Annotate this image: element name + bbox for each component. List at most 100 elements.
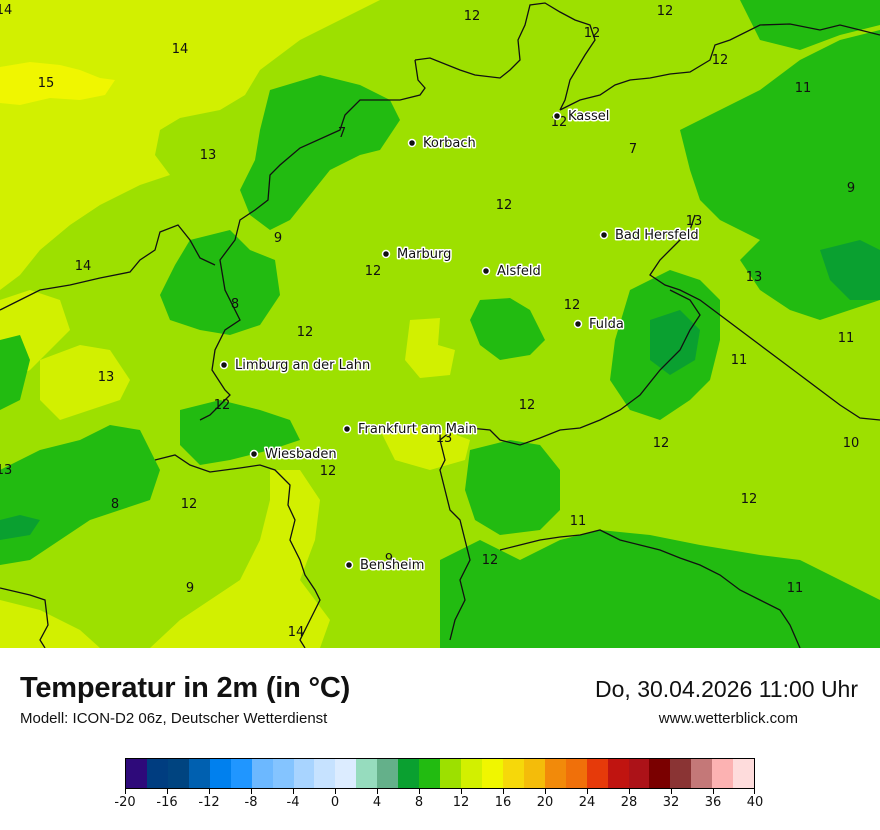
city-label: Korbach — [423, 136, 476, 151]
contour-label: 12 — [181, 497, 198, 512]
contour-label: 12 — [519, 398, 536, 413]
region-15 — [0, 62, 115, 105]
tick-mark — [293, 789, 294, 794]
border-kassel-east — [559, 23, 880, 111]
website-url[interactable]: www.wetterblick.com — [658, 710, 798, 727]
tick-mark — [125, 789, 126, 794]
contour-label: 12 — [712, 53, 729, 68]
colorbar-bin — [167, 759, 189, 788]
tick-mark — [545, 789, 546, 794]
city-marker[interactable]: Marburg — [381, 246, 453, 264]
colorbar-bin — [691, 759, 713, 788]
city-marker[interactable]: Kassel — [552, 108, 611, 126]
region-14-south — [150, 470, 330, 648]
city-marker[interactable]: Bensheim — [344, 557, 426, 575]
region-14-northwest — [0, 0, 380, 290]
city-marker[interactable]: Bad Hersfeld — [599, 227, 700, 245]
map-footer: Temperatur in 2m (in °C) Modell: ICON-D2… — [0, 648, 880, 830]
colorbar-bin — [126, 759, 147, 788]
tick-mark — [167, 789, 168, 794]
city-marker[interactable]: Fulda — [573, 316, 625, 334]
region-10-northeast-top — [740, 0, 880, 50]
city-dot-icon — [381, 249, 391, 259]
map-canvas: 14 12 12 14 12 15 12 11 7 12 13 7 9 12 13 9 14 12 13 12 8 12 1… — [0, 0, 880, 648]
contour-label: 8 — [231, 297, 239, 312]
city-marker[interactable]: Limburg an der Lahn — [219, 357, 372, 375]
city-dot-icon — [342, 424, 352, 434]
contour-label: 10 — [843, 436, 860, 451]
tick-mark — [671, 789, 672, 794]
tick-mark — [419, 789, 420, 794]
region-8-fulda — [650, 310, 700, 375]
colorbar-bin — [293, 759, 315, 788]
contour-label: 13 — [746, 270, 763, 285]
city-label: Kassel — [568, 109, 609, 124]
colorbar-bin — [628, 759, 650, 788]
tick-label: -8 — [244, 795, 258, 810]
border-bavaria — [439, 289, 701, 446]
city-marker[interactable]: Frankfurt am Main — [342, 421, 478, 439]
city-markers: Kassel Korbach Bad Hersfeld Marburg Alsfeld F… — [219, 108, 700, 575]
border-southwest — [0, 587, 49, 648]
tick-label: 8 — [414, 795, 424, 810]
region-10-north-west — [240, 75, 400, 230]
tick-label: 32 — [662, 795, 680, 810]
city-label: Marburg — [397, 247, 451, 262]
colorbar-bin — [544, 759, 566, 788]
contour-label: 12 — [653, 436, 670, 451]
tick-label: 40 — [746, 795, 764, 810]
contour-label: 9 — [847, 181, 855, 196]
region-10-limburg-south — [180, 400, 300, 465]
contour-label: 9 — [274, 231, 282, 246]
city-marker[interactable]: Wiesbaden — [249, 446, 338, 464]
contour-label: 7 — [338, 126, 346, 141]
tick-mark — [503, 789, 504, 794]
region-8-west — [0, 515, 40, 540]
city-dot-icon — [219, 360, 229, 370]
temperature-colorbar — [125, 758, 755, 789]
contour-label: 13 — [686, 214, 703, 229]
contour-label: 14 — [288, 625, 305, 640]
contour-label: 13 — [0, 463, 12, 478]
city-label: Alsfeld — [497, 264, 541, 279]
colorbar-bin — [733, 759, 755, 788]
city-dot-icon — [573, 319, 583, 329]
city-dot-icon — [249, 449, 259, 459]
city-marker[interactable]: Alsfeld — [481, 263, 542, 281]
tick-mark — [587, 789, 588, 794]
tick-label: 24 — [578, 795, 596, 810]
city-dot-icon — [407, 138, 417, 148]
colorbar-bin — [209, 759, 231, 788]
colorbar-bin — [523, 759, 545, 788]
contour-label: 12 — [297, 325, 314, 340]
forecast-datetime: Do, 30.04.2026 11:00 Uhr — [595, 676, 858, 702]
tick-mark — [377, 789, 378, 794]
region-13-southwest — [40, 345, 130, 420]
contour-label: 11 — [731, 353, 748, 368]
tick-label: 16 — [494, 795, 512, 810]
region-10-southeast — [440, 530, 880, 648]
tick-mark — [713, 789, 714, 794]
city-marker[interactable]: Korbach — [407, 135, 477, 153]
colorbar-bin — [481, 759, 503, 788]
map-title: Temperatur in 2m (in °C) — [20, 672, 351, 704]
tick-label: -4 — [286, 795, 300, 810]
city-label: Fulda — [589, 317, 624, 332]
contour-label: 12 — [214, 398, 231, 413]
colorbar-bin — [586, 759, 608, 788]
contour-label: 8 — [111, 497, 119, 512]
temperature-map[interactable]: 14 12 12 14 12 15 12 11 7 12 13 7 9 12 13 9 14 12 13 12 8 12 1… — [0, 0, 880, 648]
border-rhine — [154, 454, 321, 648]
tick-label: 0 — [330, 795, 340, 810]
region-10-alsfeld-south — [470, 298, 545, 360]
contour-label: 11 — [787, 581, 804, 596]
contour-label: 14 — [0, 3, 12, 18]
colorbar-bin — [649, 759, 671, 788]
colorbar-bin — [461, 759, 482, 788]
contour-label: 15 — [38, 76, 55, 91]
colorbar-bin — [712, 759, 734, 788]
border-east — [649, 214, 880, 421]
colorbar-bin — [188, 759, 210, 788]
contour-label: 11 — [838, 331, 855, 346]
colorbar-bin — [419, 759, 441, 788]
